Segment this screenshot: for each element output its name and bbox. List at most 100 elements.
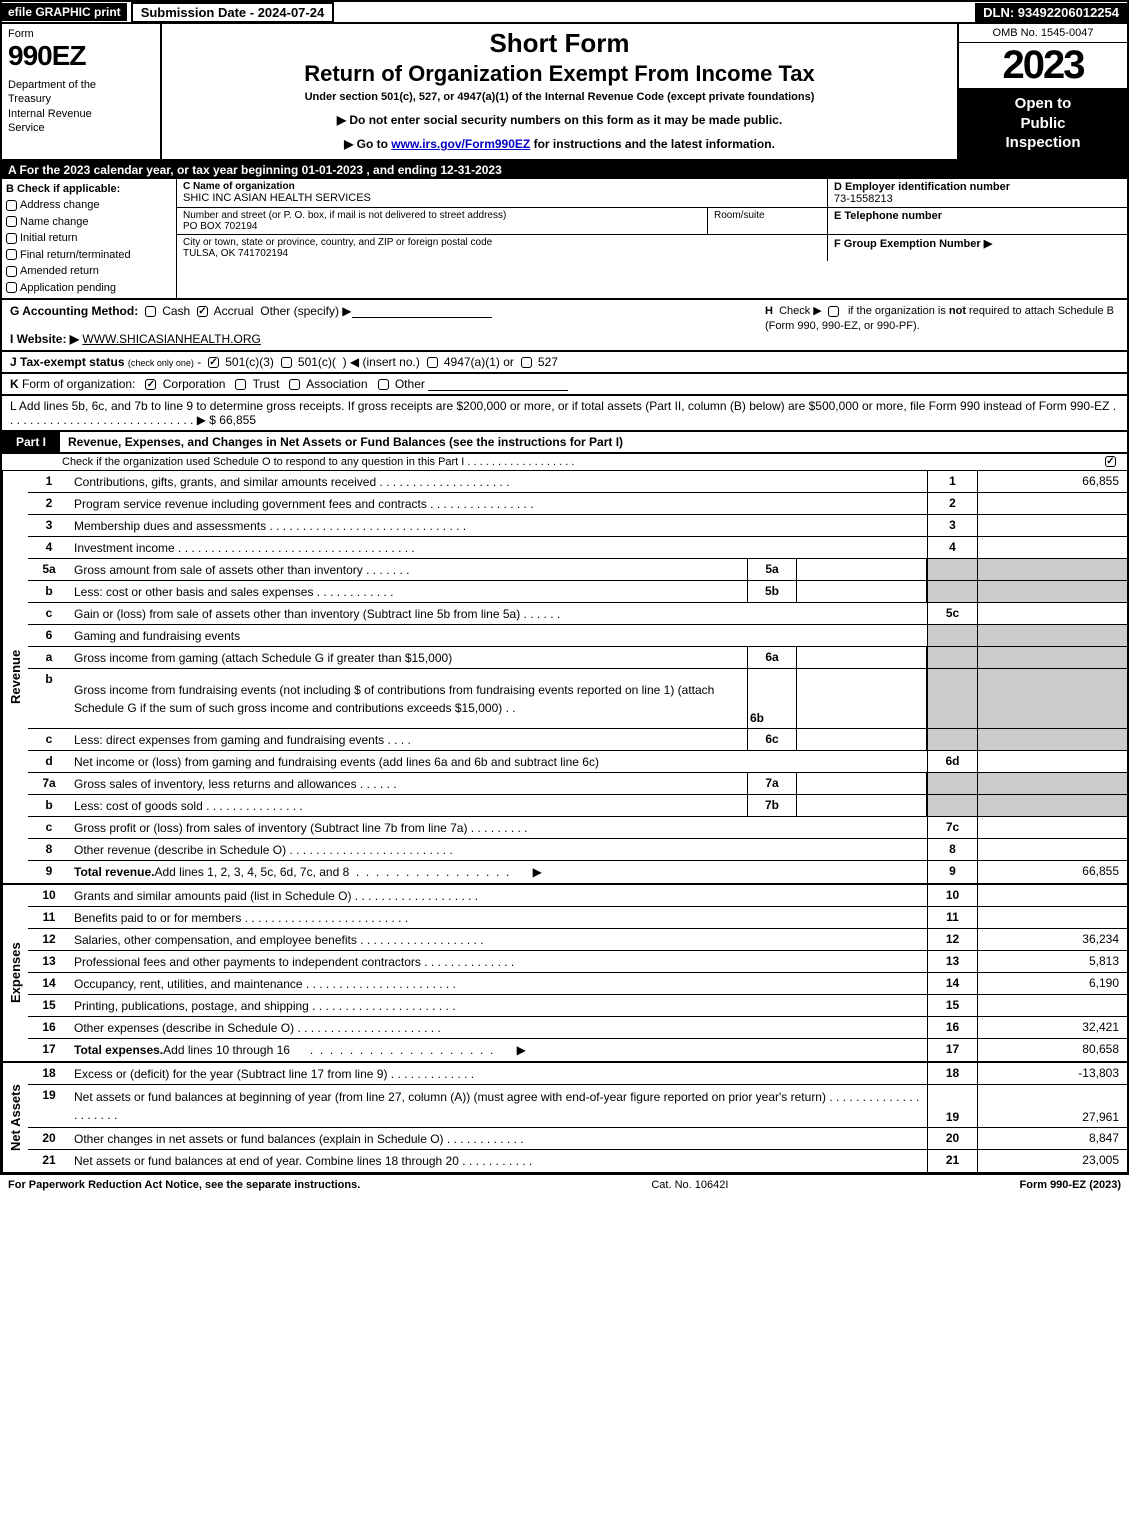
- line-4: 4 Investment income . . . . . . . . . . …: [28, 537, 1127, 559]
- chk-accrual[interactable]: [197, 306, 208, 317]
- line-5a: 5a Gross amount from sale of assets othe…: [28, 559, 1127, 581]
- line-16: 16 Other expenses (describe in Schedule …: [28, 1017, 1127, 1039]
- footer-right: Form 990-EZ (2023): [1020, 1179, 1122, 1191]
- line-6c: c Less: direct expenses from gaming and …: [28, 729, 1127, 751]
- e-label: E Telephone number: [834, 210, 942, 222]
- revenue-section: Revenue 1 Contributions, gifts, grants, …: [0, 471, 1129, 885]
- f-label: F Group Exemption Number ▶: [834, 238, 992, 250]
- footer-left: For Paperwork Reduction Act Notice, see …: [8, 1179, 360, 1191]
- col-b-checkboxes: B Check if applicable: Address change Na…: [2, 179, 177, 299]
- org-name: SHIC INC ASIAN HEALTH SERVICES: [183, 192, 821, 204]
- irs-link[interactable]: www.irs.gov/Form990EZ: [391, 137, 530, 151]
- room-cell: Room/suite: [707, 208, 827, 234]
- submission-date-label: Submission Date - 2024-07-24: [131, 2, 335, 23]
- other-blank[interactable]: [352, 306, 492, 318]
- line-7c: c Gross profit or (loss) from sales of i…: [28, 817, 1127, 839]
- form-subtitle: Under section 501(c), 527, or 4947(a)(1)…: [170, 91, 949, 103]
- goto-note: ▶ Go to www.irs.gov/Form990EZ for instru…: [170, 137, 949, 151]
- city-label: City or town, state or province, country…: [183, 237, 821, 248]
- line-7a: 7a Gross sales of inventory, less return…: [28, 773, 1127, 795]
- form-title: Return of Organization Exempt From Incom…: [170, 61, 949, 87]
- part1-header: Part I Revenue, Expenses, and Changes in…: [0, 432, 1129, 454]
- block-b-to-f: B Check if applicable: Address change Na…: [0, 179, 1129, 301]
- line-19: 19 Net assets or fund balances at beginn…: [28, 1085, 1127, 1128]
- e-phone-cell: E Telephone number: [827, 208, 1127, 234]
- chk-trust[interactable]: [235, 379, 246, 390]
- chk-4947[interactable]: [427, 357, 438, 368]
- city-value: TULSA, OK 741702194: [183, 248, 821, 259]
- b-header: B Check if applicable:: [6, 181, 172, 198]
- h-schedule-b: H Check ▶ if the organization is not req…: [757, 300, 1127, 350]
- line-1: 1 Contributions, gifts, grants, and simi…: [28, 471, 1127, 493]
- line-12: 12 Salaries, other compensation, and emp…: [28, 929, 1127, 951]
- chk-address[interactable]: Address change: [6, 197, 172, 214]
- goto-pre: ▶ Go to: [344, 137, 391, 151]
- efile-label[interactable]: efile GRAPHIC print: [2, 3, 127, 21]
- line-17: 17 Total expenses. Add lines 10 through …: [28, 1039, 1127, 1061]
- omb-number: OMB No. 1545-0047: [959, 24, 1127, 43]
- chk-501c[interactable]: [281, 357, 292, 368]
- l-text: L Add lines 5b, 6c, and 7b to line 9 to …: [10, 399, 1116, 427]
- chk-assoc[interactable]: [289, 379, 300, 390]
- form-word: Form: [8, 28, 154, 40]
- form-number: 990EZ: [8, 40, 154, 72]
- page-footer: For Paperwork Reduction Act Notice, see …: [0, 1174, 1129, 1195]
- chk-final[interactable]: Final return/terminated: [6, 247, 172, 264]
- goto-post: for instructions and the latest informat…: [530, 137, 775, 151]
- short-form-title: Short Form: [170, 28, 949, 59]
- chk-h[interactable]: [828, 306, 839, 317]
- chk-pending[interactable]: Application pending: [6, 280, 172, 297]
- chk-name[interactable]: Name change: [6, 214, 172, 231]
- dln-label: DLN: 93492206012254: [975, 3, 1127, 22]
- c-name-cell: C Name of organization SHIC INC ASIAN HE…: [177, 179, 827, 207]
- expenses-vlabel: Expenses: [2, 885, 28, 1061]
- line-8: 8 Other revenue (describe in Schedule O)…: [28, 839, 1127, 861]
- line-11: 11 Benefits paid to or for members . . .…: [28, 907, 1127, 929]
- chk-sched-o[interactable]: [1105, 456, 1116, 467]
- g-accounting: G Accounting Method: Cash Accrual Other …: [2, 300, 757, 350]
- line-7b: b Less: cost of goods sold . . . . . . .…: [28, 795, 1127, 817]
- chk-cash[interactable]: [145, 306, 156, 317]
- l-value: 66,855: [219, 413, 256, 427]
- d-label: D Employer identification number: [834, 181, 1121, 193]
- chk-527[interactable]: [521, 357, 532, 368]
- part1-label: Part I: [2, 432, 60, 452]
- g-label: G Accounting Method:: [10, 304, 138, 318]
- chk-other[interactable]: [378, 379, 389, 390]
- chk-initial[interactable]: Initial return: [6, 230, 172, 247]
- i-label: I Website: ▶: [10, 332, 79, 346]
- block-g-h: G Accounting Method: Cash Accrual Other …: [0, 300, 1129, 352]
- line-9: 9 Total revenue. Add lines 1, 2, 3, 4, 5…: [28, 861, 1127, 883]
- footer-catno: Cat. No. 10642I: [360, 1179, 1019, 1191]
- dept-label: Department of theTreasuryInternal Revenu…: [8, 78, 154, 135]
- chk-corp[interactable]: [145, 379, 156, 390]
- col-c-to-f: C Name of organization SHIC INC ASIAN HE…: [177, 179, 1127, 299]
- c-label: C Name of organization: [183, 181, 821, 192]
- netassets-section: Net Assets 18 Excess or (deficit) for th…: [0, 1063, 1129, 1174]
- netassets-vlabel: Net Assets: [2, 1063, 28, 1172]
- line-2: 2 Program service revenue including gove…: [28, 493, 1127, 515]
- row-k-org-form: K Form of organization: Corporation Trus…: [0, 374, 1129, 396]
- chk-amended[interactable]: Amended return: [6, 263, 172, 280]
- other-org-blank[interactable]: [428, 379, 568, 391]
- addr-label: Number and street (or P. O. box, if mail…: [183, 210, 701, 221]
- header-left: Form 990EZ Department of theTreasuryInte…: [2, 24, 162, 159]
- line-6a: a Gross income from gaming (attach Sched…: [28, 647, 1127, 669]
- d-ein-cell: D Employer identification number 73-1558…: [827, 179, 1127, 207]
- line-20: 20 Other changes in net assets or fund b…: [28, 1128, 1127, 1150]
- chk-501c3[interactable]: [208, 357, 219, 368]
- tax-year: 2023: [959, 43, 1127, 88]
- line-6d: d Net income or (loss) from gaming and f…: [28, 751, 1127, 773]
- line-15: 15 Printing, publications, postage, and …: [28, 995, 1127, 1017]
- line-13: 13 Professional fees and other payments …: [28, 951, 1127, 973]
- line-3: 3 Membership dues and assessments . . . …: [28, 515, 1127, 537]
- top-bar: efile GRAPHIC print Submission Date - 20…: [0, 0, 1129, 24]
- line-5c: c Gain or (loss) from sale of assets oth…: [28, 603, 1127, 625]
- line-6: 6 Gaming and fundraising events: [28, 625, 1127, 647]
- room-label: Room/suite: [714, 210, 821, 221]
- row-l-gross-receipts: L Add lines 5b, 6c, and 7b to line 9 to …: [0, 396, 1129, 432]
- line-6b: b Gross income from fundraising events (…: [28, 669, 1127, 729]
- line-5b: b Less: cost or other basis and sales ex…: [28, 581, 1127, 603]
- line-18: 18 Excess or (deficit) for the year (Sub…: [28, 1063, 1127, 1085]
- website-value[interactable]: WWW.SHICASIANHEALTH.ORG: [82, 332, 260, 346]
